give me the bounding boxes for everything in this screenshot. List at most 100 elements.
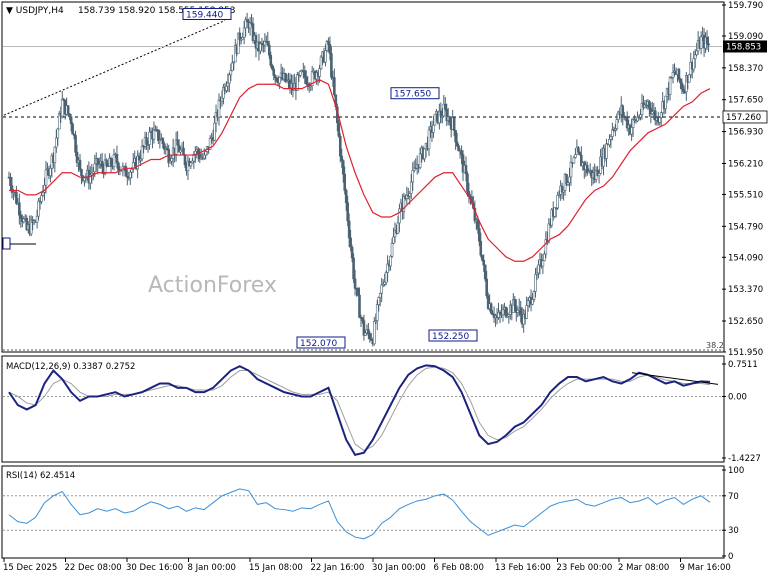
price-label-box — [296, 336, 346, 349]
price-label: 157.650 — [394, 90, 431, 100]
candle-body — [275, 77, 278, 82]
candle-body — [267, 44, 271, 56]
candle-body — [18, 202, 21, 216]
candle-body — [327, 41, 330, 45]
rsi-axis-label: 30 — [728, 526, 739, 536]
candle-body — [152, 130, 156, 140]
x-axis-label: 2 Mar 08:00 — [618, 563, 669, 573]
trendline — [3, 20, 226, 116]
candle-body — [208, 137, 212, 150]
candle-body — [541, 260, 545, 267]
candle-body — [148, 131, 151, 145]
candle-body — [303, 70, 307, 78]
candle-body — [648, 101, 651, 109]
candle-body — [202, 154, 206, 159]
candle-body — [443, 103, 447, 110]
candle-body — [609, 136, 613, 140]
candle-body — [699, 36, 703, 49]
candle-body — [439, 110, 443, 117]
candle-body — [525, 305, 528, 319]
candle-body — [677, 68, 681, 80]
candle-body — [457, 145, 460, 152]
candle-body — [232, 61, 236, 64]
candle-body — [409, 181, 413, 194]
candle-body — [220, 97, 224, 102]
moving-average-line — [9, 79, 711, 262]
candle-body — [239, 38, 243, 41]
candle-body — [284, 73, 287, 82]
fib-label: 38.2 — [706, 341, 724, 350]
header-symbol-text: USDJPY,H4 — [16, 6, 64, 16]
candle-body — [653, 110, 657, 121]
candle-body — [679, 78, 682, 84]
candle-body — [560, 185, 564, 193]
candle-body — [537, 264, 540, 274]
candle-body — [480, 254, 484, 261]
candle-body — [504, 307, 508, 317]
price-axis-label: 159.790 — [728, 1, 763, 11]
price-axis-label: 152.650 — [728, 317, 763, 327]
x-axis-label: 13 Feb 16:00 — [495, 563, 551, 573]
candle-body — [466, 173, 469, 192]
candle-body — [432, 124, 435, 133]
candle-body — [350, 246, 354, 259]
macd-trendline — [631, 372, 719, 385]
candle-body — [433, 113, 437, 126]
candle-body — [242, 27, 246, 38]
candle-body — [526, 300, 530, 306]
candle-body — [448, 116, 452, 123]
candle-body — [273, 75, 277, 79]
candle-body — [485, 278, 488, 297]
candle-body — [556, 195, 559, 209]
candle-body — [353, 278, 357, 289]
candle-body — [56, 128, 60, 139]
candle-body — [630, 127, 633, 135]
candle-body — [464, 164, 468, 175]
candle-body — [310, 71, 314, 86]
price-axis-label: 154.090 — [728, 253, 763, 263]
candle-body — [157, 129, 160, 141]
candle-body — [411, 170, 415, 183]
price-axis-label: 157.650 — [728, 96, 763, 106]
x-axis-label: 22 Jan 16:00 — [311, 563, 365, 573]
x-axis-label: 9 Mar 16:00 — [680, 563, 731, 573]
candle-body — [115, 154, 119, 164]
candle-body — [659, 112, 663, 118]
candle-body — [296, 74, 299, 91]
price-axis-label: 155.510 — [728, 190, 763, 200]
candle-body — [204, 151, 207, 156]
last-price-tag: 158.853 — [726, 42, 761, 52]
candle-body — [631, 119, 635, 128]
candle-body — [362, 320, 366, 336]
candle-body — [705, 37, 709, 45]
candle-body — [621, 105, 625, 117]
x-axis-label: 15 Dec 2025 — [3, 563, 57, 573]
candle-body — [358, 294, 361, 318]
rsi-axis-label: 0 — [728, 552, 733, 562]
macd-signal-line — [8, 366, 711, 452]
candle-body — [513, 299, 517, 307]
candle-body — [226, 82, 230, 87]
candle-body — [9, 177, 12, 186]
candle-body — [80, 169, 83, 176]
candle-body — [324, 50, 327, 63]
candle-body — [477, 228, 481, 242]
x-axis-label: 6 Feb 08:00 — [434, 563, 484, 573]
candle-body — [269, 54, 273, 66]
candle-body — [572, 157, 576, 164]
candle-body — [707, 43, 710, 46]
candle-body — [668, 77, 672, 95]
candle-body — [130, 168, 134, 173]
macd-axis-label: 0.00 — [728, 392, 747, 402]
candle-body — [361, 317, 364, 322]
candle-body — [68, 113, 71, 118]
candle-body — [245, 19, 249, 23]
candle-body — [145, 137, 148, 145]
macd-axis-label: 0.7511 — [728, 360, 758, 370]
candle-body — [53, 146, 57, 163]
candle-body — [501, 309, 505, 316]
macd-axis-label: -1.4227 — [728, 454, 761, 464]
price-axis-label: 153.370 — [728, 285, 763, 295]
candle-body — [455, 141, 459, 147]
candle-body — [664, 95, 667, 109]
